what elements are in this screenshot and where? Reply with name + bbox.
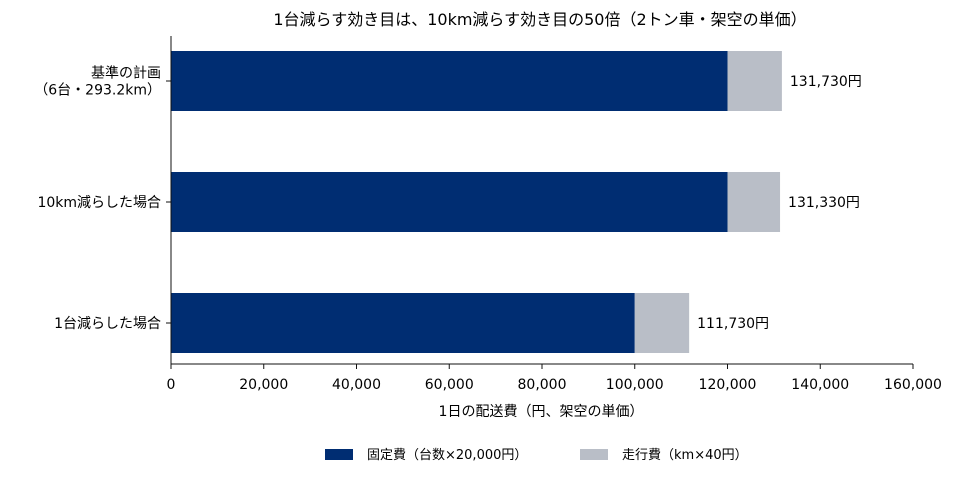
x-tick-label-3: 60,000 [425,377,474,393]
x-axis-label: 1日の配送費（円、架空の単価） [439,404,644,420]
chart-title: 1台減らす効き目は、10km減らす効き目の50倍（2トン車・架空の単価） [273,10,806,29]
category-label-2-0: 1台減らした場合 [54,315,161,332]
legend-swatch-1 [580,449,608,460]
data-label-0: 131,730円 [790,74,862,90]
category-label-0-0: 基準の計画 [91,65,161,82]
category-label-1-0: 10km減らした場合 [37,194,161,211]
bar-running-cost-1 [727,172,781,232]
x-tick-label-4: 80,000 [518,377,567,393]
legend-swatch-0 [325,449,353,460]
x-tick-label-1: 20,000 [239,377,288,393]
data-label-2: 111,730円 [697,316,769,332]
x-tick-label-5: 100,000 [606,377,664,393]
x-tick-label-6: 120,000 [699,377,757,393]
bar-running-cost-0 [727,51,782,111]
bars-layer: 131,730円 131,330円 111,730円 [171,51,862,353]
bar-running-cost-2 [634,293,690,353]
x-tick-label-7: 140,000 [791,377,849,393]
x-tick-label-8: 160,000 [884,377,942,393]
legend-label-0: 固定費（台数×20,000円） [367,448,527,463]
data-label-1: 131,330円 [788,195,860,211]
legend-label-1: 走行費（km×40円） [622,448,748,463]
legend: 固定費（台数×20,000円） 走行費（km×40円） [325,448,748,463]
bar-fixed-cost-0 [171,51,728,111]
bar-fixed-cost-1 [171,172,728,232]
bar-fixed-cost-2 [171,293,635,353]
x-tick-label-0: 0 [167,377,176,393]
category-label-0-1: （6台・293.2km） [34,83,161,99]
x-tick-label-2: 40,000 [332,377,381,393]
axes-layer: 0 20,000 40,000 60,000 80,000 100,000 120,000 1… [34,36,942,393]
